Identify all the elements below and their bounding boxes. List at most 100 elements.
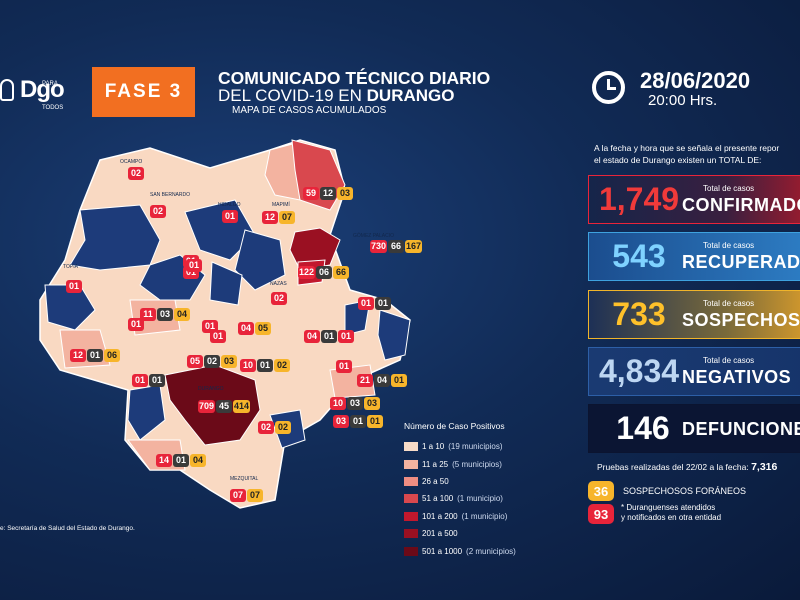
stat-number: 4,834 [598, 353, 680, 389]
map-case-cluster: 14 01 04 [156, 454, 206, 467]
recovered-badge: 03 [347, 397, 363, 410]
recovered-badge: 45 [216, 400, 233, 413]
intro-text: A la fecha y hora que se señala el prese… [594, 143, 780, 165]
confirmed-badge: 07 [230, 489, 246, 502]
map-case-cluster: 10 03 03 [330, 397, 380, 410]
map-case-cluster: 01 [186, 259, 202, 272]
legend-item: 101 a 200 (1 municipio) [404, 508, 516, 525]
region-no-cases [234, 229, 286, 291]
suspect-badge: 04 [174, 308, 190, 321]
confirmed-badge: 04 [238, 322, 254, 335]
stat-label: CONFIRMADO [682, 195, 800, 215]
suspect-badge: 04 [190, 454, 206, 467]
stat-label: SOSPECHOSO [682, 310, 800, 330]
clock-icon [592, 71, 625, 104]
stat-label: DEFUNCIONES [682, 419, 800, 439]
fase-badge: FASE 3 [92, 67, 195, 117]
report-date: 28/06/2020 [640, 68, 751, 93]
stat-caption: Total de casos [703, 299, 755, 308]
map-case-cluster: 21 04 01 [357, 374, 407, 387]
map-case-cluster: 01 [222, 210, 238, 223]
confirmed-badge: 12 [262, 211, 278, 224]
suspect-badge: 414 [233, 400, 251, 413]
stat-confirmados: 1,749 Total de casos CONFIRMADO [588, 175, 800, 224]
legend-item: 201 a 500 [404, 525, 516, 542]
confirmed-badge: 11 [140, 308, 156, 321]
recovered-badge: 02 [204, 355, 220, 368]
suspect-badge: 07 [279, 211, 295, 224]
confirmed-badge: 01 [358, 297, 374, 310]
legend-item: 11 a 25 (5 municipios) [404, 455, 516, 472]
stat-label: NEGATIVOS [682, 367, 792, 387]
stat-caption: Total de casos [703, 356, 755, 365]
region-no-cases [377, 309, 411, 361]
legend-item: 1 a 10 (19 municipios) [404, 438, 516, 455]
confirmed-badge: 01 [66, 280, 82, 293]
stat-sospechosos: 733 Total de casos SOSPECHOSO [588, 290, 800, 339]
confirmed-badge: 02 [150, 205, 166, 218]
map-case-cluster: 04 01 [304, 330, 337, 343]
stat-label: RECUPERADO [682, 252, 800, 272]
confirmed-badge: 02 [271, 292, 287, 305]
map-case-cluster: 02 [271, 292, 287, 305]
suspect-badge: 02 [274, 359, 290, 372]
map-case-cluster: 03 01 01 [333, 415, 383, 428]
map-case-cluster: 12 07 [262, 211, 295, 224]
stat-number: 543 [612, 238, 666, 274]
dgo-logo: PARA TODOS Dgo [0, 76, 65, 112]
suspect-badge: 01 [391, 374, 407, 387]
confirmed-badge: 01 [128, 318, 144, 331]
stat-number: 146 [616, 410, 670, 446]
suspect-badge: 167 [405, 240, 423, 253]
confirmed-badge: 04 [304, 330, 320, 343]
map-case-cluster: 01 [202, 320, 218, 333]
recovered-badge: 01 [149, 374, 165, 387]
svg-text:HIDALGO: HIDALGO [218, 202, 241, 208]
report-time: 20:00 Hrs. [648, 92, 718, 109]
confirmed-badge: 02 [128, 167, 144, 180]
legend-item: 26 a 50 [404, 473, 516, 490]
recovered-badge: 01 [321, 330, 337, 343]
stat-caption: Total de casos [703, 184, 755, 193]
recovered-badge: 03 [157, 308, 173, 321]
recovered-badge: 12 [320, 187, 336, 200]
map-case-cluster: 01 [66, 280, 82, 293]
map-case-cluster: 01 01 [132, 374, 165, 387]
svg-text:GÓMEZ PALACIO: GÓMEZ PALACIO [353, 232, 394, 239]
suspect-badge: 01 [367, 415, 383, 428]
region-gomez-palacio [289, 227, 341, 271]
legend-item: 51 a 100 (1 municipio) [404, 490, 516, 507]
map-case-cluster: 07 07 [230, 489, 263, 502]
stat-caption: Total de casos [703, 241, 755, 250]
map-case-cluster: 01 [338, 330, 354, 343]
svg-text:TOPIA: TOPIA [63, 264, 79, 270]
map-case-cluster: 709 45 414 [198, 400, 251, 413]
map-case-cluster: 02 [128, 167, 144, 180]
suspect-badge: 06 [104, 349, 120, 362]
recovered-badge: 01 [350, 415, 366, 428]
logo-text: PARA TODOS Dgo [20, 76, 65, 112]
map-case-cluster: 12 01 06 [70, 349, 120, 362]
confirmed-badge: 01 [222, 210, 238, 223]
stat-defunciones: 146 DEFUNCIONES [588, 404, 800, 453]
confirmed-badge: 122 [298, 266, 316, 279]
map-case-cluster: 01 [128, 318, 144, 331]
confirmed-badge: 59 [303, 187, 319, 200]
suspect-badge: 05 [255, 322, 271, 335]
page-title: COMUNICADO TÉCNICO DIARIO [218, 68, 491, 88]
region-no-cases [69, 204, 161, 271]
recovered-badge: 01 [87, 349, 103, 362]
confirmed-badge: 10 [240, 359, 256, 372]
legend-title: Número de Caso Positivos [404, 421, 505, 431]
legend-item: 501 a 1000 (2 municipios) [404, 542, 516, 559]
map-case-cluster: 10 01 02 [240, 359, 290, 372]
svg-text:NAZAS: NAZAS [270, 281, 287, 287]
recovered-badge: 04 [374, 374, 390, 387]
map-case-cluster: 730 66 167 [370, 240, 423, 253]
suspect-badge: 03 [337, 187, 353, 200]
svg-text:SAN BERNARDO: SAN BERNARDO [150, 192, 190, 198]
svg-text:MEZQUITAL: MEZQUITAL [230, 476, 258, 482]
svg-text:MAPIMÍ: MAPIMÍ [272, 201, 290, 208]
recovered-badge: 01 [173, 454, 189, 467]
confirmed-badge: 01 [210, 330, 226, 343]
